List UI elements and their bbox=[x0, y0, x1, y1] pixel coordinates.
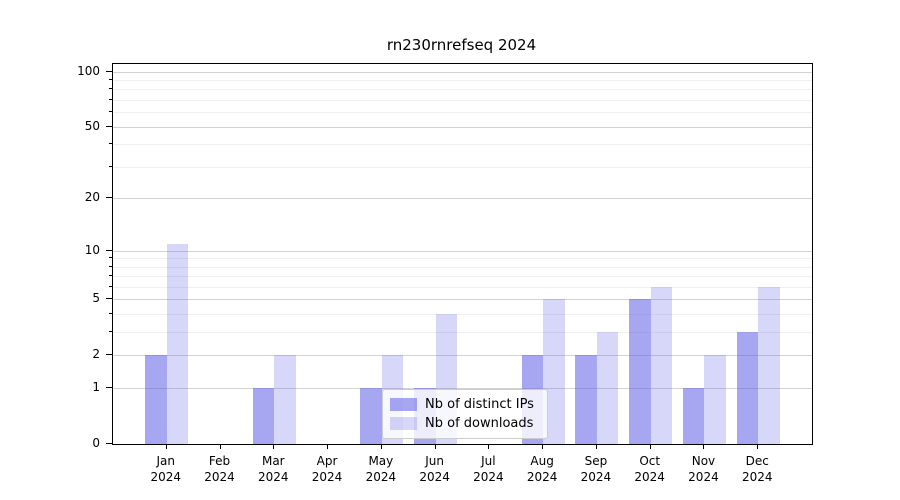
bar-nb-of-downloads-jan bbox=[166, 243, 189, 444]
minor-gridline bbox=[113, 144, 812, 146]
y-tick-mark bbox=[106, 443, 112, 444]
x-tick-label: Jan 2024 bbox=[150, 454, 182, 484]
x-tick-mark bbox=[488, 444, 490, 449]
minor-gridline bbox=[113, 332, 812, 334]
y-tick-label: 5 bbox=[92, 291, 100, 306]
y-tick-label: 0 bbox=[92, 436, 100, 450]
x-tick-label: Oct 2024 bbox=[634, 454, 665, 484]
bar-nb-of-downloads-mar bbox=[274, 355, 296, 444]
minor-gridline bbox=[113, 100, 812, 102]
y-tick-mark bbox=[106, 354, 112, 356]
major-gridline bbox=[113, 388, 812, 390]
y-tick-label: 100 bbox=[77, 63, 100, 78]
y-tick-mark bbox=[106, 249, 112, 251]
minor-gridline bbox=[113, 112, 812, 114]
legend-item-distinct-ips: Nb of distinct IPs bbox=[390, 395, 538, 414]
y-tick-label: 1 bbox=[92, 380, 100, 395]
y-minor-tick-mark bbox=[109, 165, 112, 167]
bar-nb-of-downloads-aug bbox=[543, 299, 565, 444]
y-tick-label: 20 bbox=[84, 190, 100, 205]
minor-gridline bbox=[113, 314, 812, 316]
bar-nb-of-downloads-oct bbox=[650, 287, 673, 444]
bar-nb-of-distinct-ips-may bbox=[360, 388, 382, 444]
minor-gridline bbox=[113, 258, 812, 260]
x-tick-mark bbox=[165, 444, 167, 449]
x-tick-mark bbox=[434, 444, 436, 449]
x-tick-label: Jun 2024 bbox=[419, 454, 450, 484]
bar-nb-of-distinct-ips-sep bbox=[575, 355, 597, 444]
x-tick-mark bbox=[703, 444, 705, 449]
x-tick-label: May 2024 bbox=[365, 454, 397, 484]
x-tick-mark bbox=[327, 444, 329, 449]
x-tick-label: Jul 2024 bbox=[473, 454, 504, 484]
x-tick-label: Sep 2024 bbox=[580, 454, 612, 484]
bar-nb-of-distinct-ips-oct bbox=[629, 299, 651, 444]
minor-gridline bbox=[113, 166, 812, 168]
y-minor-tick-mark bbox=[109, 143, 112, 145]
x-tick-label: Aug 2024 bbox=[526, 454, 558, 484]
x-tick-label: Mar 2024 bbox=[258, 454, 289, 484]
y-tick-mark bbox=[106, 387, 112, 389]
x-tick-label: Feb 2024 bbox=[204, 454, 235, 484]
major-gridline bbox=[113, 71, 812, 73]
major-gridline bbox=[113, 250, 812, 252]
minor-gridline bbox=[113, 89, 812, 91]
y-tick-label: 2 bbox=[92, 347, 100, 362]
y-tick-label: 50 bbox=[84, 118, 100, 133]
x-tick-mark bbox=[595, 444, 597, 449]
y-minor-tick-mark bbox=[109, 88, 112, 90]
legend-swatch bbox=[390, 417, 417, 430]
x-tick-label: Apr 2024 bbox=[311, 454, 343, 484]
y-tick-mark bbox=[106, 298, 112, 300]
legend-swatch bbox=[390, 398, 417, 411]
major-gridline bbox=[113, 198, 812, 200]
y-minor-tick-mark bbox=[109, 331, 112, 333]
minor-gridline bbox=[113, 80, 812, 82]
x-tick-mark bbox=[273, 444, 275, 449]
chart-title: rn230rnrefseq 2024 bbox=[386, 36, 537, 54]
major-gridline bbox=[113, 299, 812, 301]
bar-nb-of-distinct-ips-dec bbox=[736, 332, 759, 444]
y-minor-tick-mark bbox=[109, 275, 112, 277]
y-minor-tick-mark bbox=[109, 265, 112, 267]
bar-nb-of-downloads-nov bbox=[704, 355, 726, 444]
bar-nb-of-downloads-dec bbox=[758, 287, 780, 444]
y-tick-mark bbox=[106, 197, 112, 199]
bar-nb-of-distinct-ips-nov bbox=[682, 388, 705, 444]
minor-gridline bbox=[113, 276, 812, 278]
legend-label: Nb of downloads bbox=[425, 416, 534, 431]
legend-label: Nb of distinct IPs bbox=[425, 397, 534, 412]
y-tick-label: 10 bbox=[84, 242, 100, 257]
minor-gridline bbox=[113, 266, 812, 268]
y-tick-mark bbox=[106, 125, 112, 127]
y-tick-mark bbox=[106, 70, 112, 72]
y-minor-tick-mark bbox=[109, 111, 112, 113]
x-tick-mark bbox=[380, 444, 382, 449]
x-tick-mark bbox=[219, 444, 221, 449]
bar-nb-of-downloads-sep bbox=[596, 332, 619, 444]
y-minor-tick-mark bbox=[109, 99, 112, 101]
y-minor-tick-mark bbox=[109, 257, 112, 259]
major-gridline bbox=[113, 126, 812, 128]
y-minor-tick-mark bbox=[109, 285, 112, 287]
x-tick-label: Nov 2024 bbox=[688, 454, 719, 484]
x-tick-mark bbox=[649, 444, 651, 449]
legend: Nb of distinct IPs Nb of downloads bbox=[382, 389, 548, 439]
x-tick-mark bbox=[542, 444, 544, 449]
y-minor-tick-mark bbox=[109, 79, 112, 81]
legend-item-downloads: Nb of downloads bbox=[390, 414, 538, 433]
plot-area: Nb of distinct IPs Nb of downloads bbox=[112, 63, 813, 445]
major-gridline bbox=[113, 355, 812, 357]
bar-nb-of-distinct-ips-jan bbox=[145, 355, 167, 444]
bar-nb-of-distinct-ips-mar bbox=[252, 388, 275, 444]
x-tick-label: Dec 2024 bbox=[741, 454, 773, 484]
x-tick-mark bbox=[757, 444, 759, 449]
y-minor-tick-mark bbox=[109, 313, 112, 315]
minor-gridline bbox=[113, 286, 812, 288]
